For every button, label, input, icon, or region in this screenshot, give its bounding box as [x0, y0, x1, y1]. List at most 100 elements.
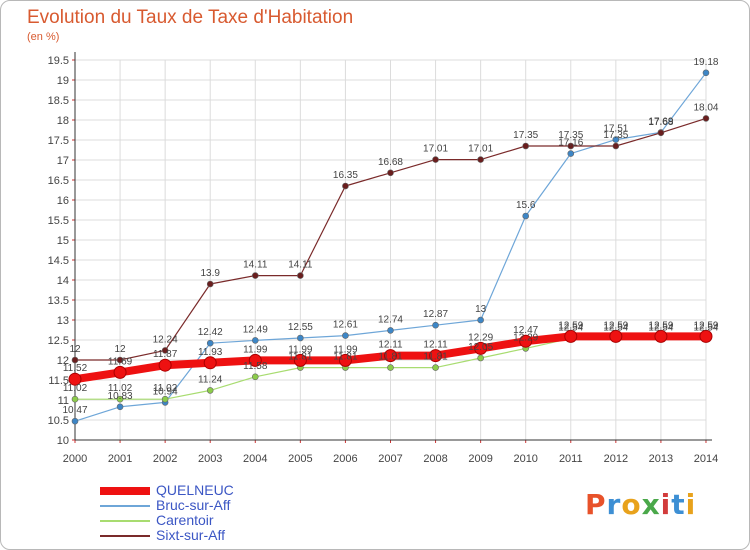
- chart-subtitle: (en %): [27, 31, 60, 43]
- series-layer: [68, 69, 713, 425]
- data-label: 14.11: [243, 260, 268, 271]
- data-point: [158, 358, 172, 372]
- data-point: [251, 373, 259, 381]
- data-point: [609, 329, 623, 343]
- y-tick-label: 10: [57, 435, 69, 447]
- y-tick-label: 16.5: [48, 175, 69, 187]
- data-label: 11.99: [243, 344, 268, 355]
- data-point: [522, 142, 530, 150]
- data-label: 12.54: [603, 322, 628, 333]
- y-tick-label: 12: [57, 355, 69, 367]
- data-label: 18.04: [693, 102, 718, 113]
- y-tick-label: 14: [57, 275, 69, 287]
- data-label: 12.61: [333, 320, 358, 331]
- y-tick-label: 11.5: [48, 375, 69, 387]
- x-tick-label: 2013: [649, 453, 673, 465]
- data-label: 11.81: [288, 352, 313, 363]
- x-tick-label: 2006: [333, 453, 357, 465]
- y-tick-label: 11: [58, 395, 69, 407]
- data-label: 11.69: [108, 356, 133, 367]
- data-point: [432, 364, 439, 371]
- data-label: 17.68: [648, 117, 673, 128]
- data-label: 17.35: [513, 130, 538, 141]
- data-point: [474, 341, 488, 355]
- data-point: [567, 150, 575, 157]
- data-label: 17.51: [603, 124, 628, 135]
- data-label: 14.11: [288, 260, 313, 271]
- data-point: [161, 395, 169, 403]
- data-label: 11.87: [153, 349, 178, 360]
- data-label: 12.87: [423, 309, 448, 320]
- brand-letter: P: [585, 488, 607, 521]
- legend-item: QUELNEUC: [100, 482, 400, 499]
- legend-label: Carentoir: [156, 512, 214, 528]
- data-label-layer: 11.52 11.69 11.87 11.93 11.99 11.99 11.99 12.11…: [62, 57, 718, 416]
- axis-layer: 1010.51111.51212.51313.51414.51515.51616…: [48, 52, 718, 465]
- data-label: 12.11: [378, 340, 403, 351]
- data-label: 15.6: [516, 200, 536, 211]
- chart-legend: QUELNEUC Bruc-sur-Aff Carentoir Sixt-sur-Af…: [100, 482, 400, 544]
- y-tick-label: 19: [57, 75, 69, 87]
- data-point: [297, 272, 304, 279]
- legend-label: QUELNEUC: [156, 482, 234, 498]
- legend-swatch: [100, 505, 150, 507]
- x-tick-label: 2010: [513, 453, 537, 465]
- data-point: [702, 115, 710, 122]
- data-point: [612, 136, 620, 143]
- brand-letter: i: [660, 488, 672, 521]
- data-label: 11.81: [333, 352, 358, 363]
- data-point: [564, 329, 578, 343]
- data-label: 11.99: [288, 344, 313, 355]
- brand-letter: i: [685, 488, 697, 521]
- data-label: 12.59: [603, 320, 628, 331]
- y-tick-label: 13: [57, 315, 69, 327]
- data-label: 11.02: [108, 383, 133, 394]
- x-tick-label: 2003: [198, 453, 222, 465]
- data-label: 12: [69, 344, 81, 355]
- data-point: [161, 347, 169, 354]
- x-tick-label: 2014: [694, 453, 718, 465]
- x-tick-label: 2004: [243, 453, 267, 465]
- chart-title: Evolution du Taux de Taxe d'Habitation: [27, 7, 354, 28]
- y-tick-label: 19.5: [48, 55, 69, 67]
- brand-logo: Proxiti: [585, 488, 696, 521]
- data-label: 17.69: [648, 116, 673, 127]
- data-label: 12.11: [423, 340, 448, 351]
- data-point: [567, 142, 575, 150]
- x-tick-label: 2012: [604, 453, 628, 465]
- legend-item: Carentoir: [100, 512, 400, 529]
- y-tick-label: 18: [57, 115, 69, 127]
- data-point: [71, 395, 79, 403]
- data-label: 17.01: [468, 144, 493, 155]
- data-point: [477, 316, 484, 324]
- data-label: 12.24: [153, 334, 178, 345]
- legend-swatch: [100, 520, 150, 522]
- y-tick-label: 17.5: [48, 135, 69, 147]
- data-point: [206, 339, 214, 347]
- x-tick-label: 2001: [108, 453, 132, 465]
- data-label: 12: [115, 344, 127, 355]
- y-tick-label: 12.5: [48, 335, 69, 347]
- data-label: 16.35: [333, 170, 358, 181]
- data-label: 11.81: [423, 352, 448, 363]
- data-point: [342, 332, 349, 339]
- data-point: [203, 356, 217, 370]
- data-point: [116, 395, 124, 403]
- data-point: [297, 334, 304, 342]
- data-point: [206, 387, 214, 394]
- data-label: 17.16: [558, 138, 583, 149]
- data-label: 12.29: [513, 332, 538, 343]
- y-tick-label: 13.5: [48, 295, 69, 307]
- data-label: 12.54: [558, 322, 583, 333]
- data-point: [429, 349, 443, 363]
- data-point: [432, 156, 439, 163]
- data-point: [383, 349, 397, 363]
- data-label: 10.47: [62, 405, 87, 416]
- brand-letter: x: [641, 488, 661, 521]
- data-point: [338, 353, 352, 367]
- data-label: 11.52: [63, 363, 88, 374]
- data-label: 12.42: [198, 327, 223, 338]
- y-tick-label: 14.5: [48, 255, 69, 267]
- data-point: [519, 334, 533, 348]
- data-point: [342, 182, 349, 190]
